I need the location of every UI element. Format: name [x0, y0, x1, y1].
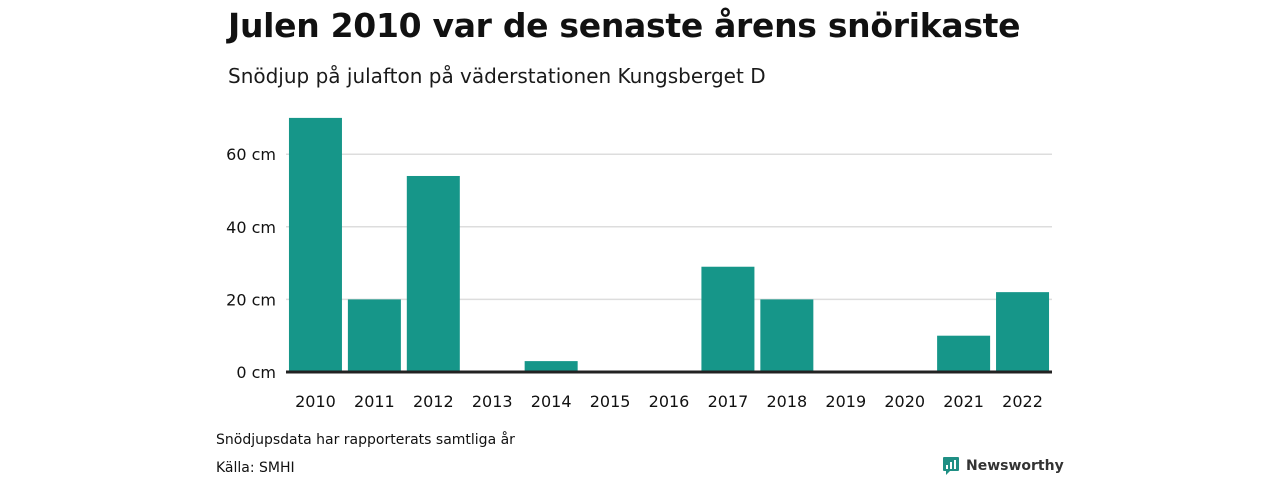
x-tick-label: 2014 [531, 392, 572, 411]
x-tick-label: 2020 [884, 392, 925, 411]
x-tick-label: 2019 [825, 392, 866, 411]
x-tick-label: 2017 [708, 392, 749, 411]
y-tick-label: 20 cm [226, 290, 276, 309]
bar [996, 292, 1050, 372]
source-label: Källa: SMHI [216, 460, 295, 476]
bar [524, 361, 578, 372]
x-tick-label: 2012 [413, 392, 454, 411]
bar [760, 299, 814, 372]
x-tick-label: 2016 [649, 392, 690, 411]
bar [288, 117, 342, 373]
x-tick-label: 2015 [590, 392, 631, 411]
bar [937, 335, 991, 372]
x-tick-label: 2022 [1002, 392, 1043, 411]
data-note: Snödjupsdata har rapporterats samtliga å… [216, 432, 515, 448]
y-tick-label: 0 cm [236, 363, 276, 382]
newsworthy-logo-icon [942, 456, 960, 476]
bar [701, 266, 755, 372]
y-tick-label: 60 cm [226, 145, 276, 164]
x-tick-label: 2010 [295, 392, 336, 411]
brand-logo: Newsworthy [942, 456, 1064, 476]
x-tick-label: 2021 [943, 392, 984, 411]
chart-subtitle: Snödjup på julafton på väderstationen Ku… [228, 64, 766, 88]
x-tick-label: 2018 [766, 392, 807, 411]
chart-title: Julen 2010 var de senaste årens snörikas… [228, 6, 1021, 45]
x-tick-label: 2011 [354, 392, 395, 411]
bar [347, 299, 401, 372]
x-tick-label: 2013 [472, 392, 513, 411]
bar [406, 175, 460, 372]
brand-name: Newsworthy [966, 458, 1064, 474]
y-tick-label: 40 cm [226, 218, 276, 237]
